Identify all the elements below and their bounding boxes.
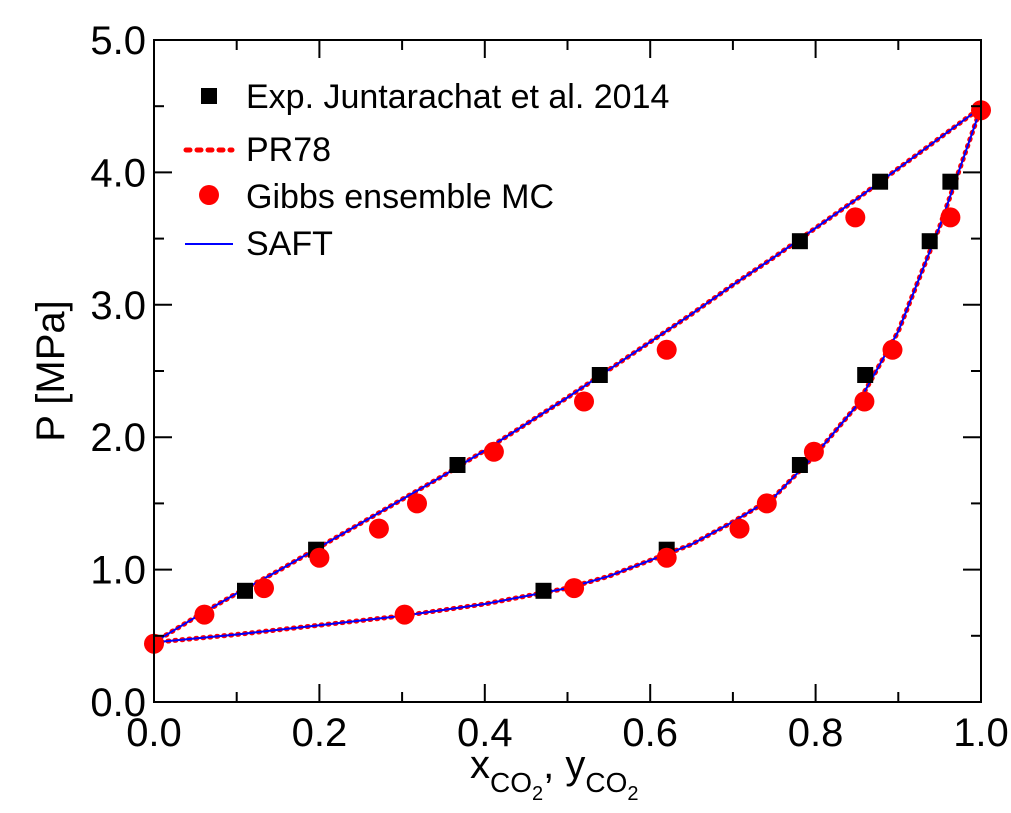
tick-labels-layer: 0.0 0.2 0.4 0.6 0.8 1.0 0.0 1.0 2.0 3.0 4.0 5.0 <box>90 19 1008 755</box>
x-axis-label-separator: , <box>543 743 554 787</box>
markers-layer <box>144 100 991 654</box>
x-axis-label-x-symbol: x <box>470 743 490 787</box>
y-tick-label-3: 3.0 <box>90 284 146 328</box>
x-tick-label-5: 1.0 <box>953 711 1009 755</box>
point-gibbs-ensemble-mc-4 <box>368 518 389 539</box>
point-gibbs-ensemble-mc-7 <box>574 391 594 412</box>
point-gibbs-ensemble-mc-2 <box>254 578 274 599</box>
x-tick-label-1: 0.2 <box>292 711 348 755</box>
y-tick-label-0: 0.0 <box>90 681 146 725</box>
point-gibbs-ensemble-mc-17 <box>854 391 875 412</box>
point-exp-juntarachat-et-al-2014-9 <box>857 367 874 383</box>
point-gibbs-ensemble-mc-1 <box>194 604 215 625</box>
y-tick-label-5: 5.0 <box>90 19 146 63</box>
point-gibbs-ensemble-mc-16 <box>803 441 824 462</box>
svg-text:xCO2, yCO2: xCO2, yCO2 <box>470 743 639 805</box>
point-exp-juntarachat-et-al-2014-11 <box>942 173 959 190</box>
point-exp-juntarachat-et-al-2014-5 <box>872 173 889 190</box>
point-gibbs-ensemble-mc-3 <box>309 547 330 568</box>
legend-marker-gibbs-mc <box>199 185 219 205</box>
point-gibbs-ensemble-mc-11 <box>394 604 415 625</box>
legend-label-experimental: Exp. Juntarachat et al. 2014 <box>246 78 669 116</box>
x-tick-label-3: 0.6 <box>622 711 678 755</box>
x-axis-label-y-symbol: y <box>565 743 585 787</box>
point-exp-juntarachat-et-al-2014-2 <box>449 457 466 473</box>
point-gibbs-ensemble-mc-15 <box>756 493 777 514</box>
legend-label-pr78: PR78 <box>246 131 331 169</box>
x-axis-label-y-subsub: 2 <box>627 783 638 805</box>
point-gibbs-ensemble-mc-19 <box>940 207 961 228</box>
x-tick-label-2: 0.4 <box>457 711 513 755</box>
legend-label-gibbs-mc: Gibbs ensemble MC <box>246 178 554 216</box>
point-gibbs-ensemble-mc-12 <box>564 578 585 599</box>
point-exp-juntarachat-et-al-2014-3 <box>591 367 608 383</box>
x-axis-label: xCO2, yCO2 <box>470 743 639 805</box>
point-exp-juntarachat-et-al-2014-10 <box>921 233 938 250</box>
x-axis-label-space <box>554 743 565 787</box>
x-axis-label-x-sub: CO <box>490 767 532 798</box>
point-gibbs-ensemble-mc-14 <box>729 518 750 539</box>
y-axis-label: P [MPa] <box>29 300 73 442</box>
x-tick-label-0: 0.0 <box>126 711 182 755</box>
point-gibbs-ensemble-mc-5 <box>407 493 427 514</box>
y-tick-label-1: 1.0 <box>90 549 146 593</box>
point-exp-juntarachat-et-al-2014-6 <box>535 582 552 599</box>
point-exp-juntarachat-et-al-2014-4 <box>791 233 808 250</box>
point-gibbs-ensemble-mc-13 <box>656 547 677 568</box>
point-exp-juntarachat-et-al-2014-0 <box>237 582 253 599</box>
legend-marker-experimental <box>201 88 217 104</box>
y-tick-label-2: 2.0 <box>90 416 146 460</box>
series-saft-curve-0 <box>153 106 982 644</box>
legend-label-saft: SAFT <box>246 225 333 263</box>
point-gibbs-ensemble-mc-8 <box>656 339 677 360</box>
x-axis-label-x-subsub: 2 <box>532 783 543 805</box>
ticks-layer <box>153 39 982 703</box>
legend: Exp. Juntarachat et al. 2014 PR78 Gibbs … <box>183 78 669 263</box>
x-axis-label-y-sub: CO <box>585 767 627 798</box>
x-tick-label-4: 0.8 <box>788 711 844 755</box>
curves-layer <box>151 105 984 645</box>
point-gibbs-ensemble-mc-6 <box>483 441 504 462</box>
point-exp-juntarachat-et-al-2014-8 <box>791 457 808 473</box>
y-tick-label-4: 4.0 <box>90 151 146 195</box>
point-gibbs-ensemble-mc-9 <box>845 207 866 228</box>
point-gibbs-ensemble-mc-18 <box>882 339 903 360</box>
